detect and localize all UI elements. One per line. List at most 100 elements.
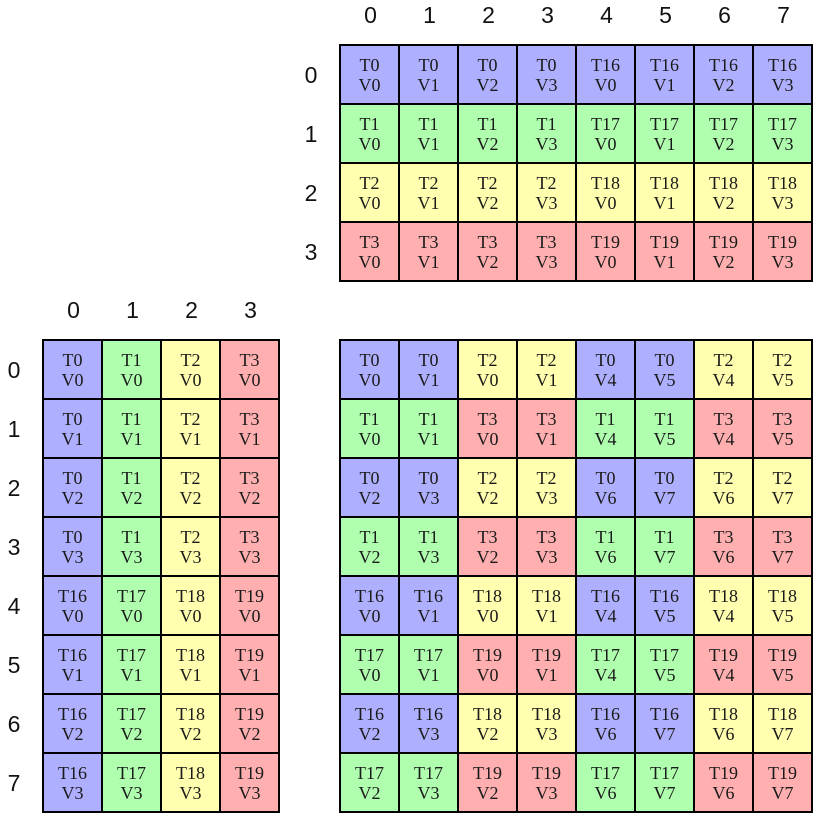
value-id-label: V0 [358, 192, 381, 213]
cell-bottom-right-r5-c2: T19 V0 [459, 636, 518, 695]
value-id-label: V3 [417, 782, 440, 803]
value-id-label: V2 [476, 487, 499, 508]
cell-bottom-right-r2-c0: T0 V2 [341, 459, 400, 518]
value-id-label: V7 [653, 782, 676, 803]
cell-bottom-right-r1-c4: T1 V4 [577, 400, 636, 459]
value-id-label: V1 [417, 428, 440, 449]
value-id-label: V0 [358, 664, 381, 685]
cell-bottom-right-r5-c3: T19 V1 [518, 636, 577, 695]
value-id-label: V6 [712, 782, 735, 803]
cell-bottom-right-r6-c0: T16 V2 [341, 695, 400, 754]
thread-id-label: T1 [121, 467, 142, 488]
bottom-left-grid-row-labels-5: 5 [7, 652, 21, 678]
value-id-label: V0 [358, 428, 381, 449]
value-id-label: V1 [61, 428, 84, 449]
cell-bottom-right-r7-c6: T19 V6 [695, 754, 754, 813]
cell-bottom-right-r0-c6: T2 V4 [695, 341, 754, 400]
top-right-grid-row-labels-3: 3 [304, 239, 318, 265]
cell-bottom-left-r3-c3: T3 V3 [221, 518, 280, 577]
bottom-left-grid-column-labels-3: 3 [244, 297, 257, 323]
top-right-grid-column-labels-3: 3 [541, 2, 554, 28]
value-id-label: V3 [417, 546, 440, 567]
cell-top-right-r0-c3: T0 V3 [518, 46, 577, 105]
thread-id-label: T0 [418, 54, 439, 75]
value-id-label: V2 [712, 133, 735, 154]
cell-bottom-right-r3-c3: T3 V3 [518, 518, 577, 577]
cell-top-right-r1-c4: T17 V0 [577, 105, 636, 164]
value-id-label: V4 [594, 664, 617, 685]
value-id-label: V2 [476, 192, 499, 213]
value-id-label: V6 [712, 723, 735, 744]
value-id-label: V5 [771, 664, 794, 685]
cell-bottom-right-r3-c7: T3 V7 [754, 518, 813, 577]
thread-id-label: T17 [650, 113, 679, 134]
thread-id-label: T19 [235, 703, 264, 724]
thread-id-label: T1 [654, 408, 675, 429]
thread-id-label: T3 [239, 467, 260, 488]
cell-bottom-right-r2-c4: T0 V6 [577, 459, 636, 518]
cell-top-right-r1-c5: T17 V1 [636, 105, 695, 164]
cell-bottom-left-r5-c2: T18 V1 [162, 636, 221, 695]
cell-bottom-right-r0-c5: T0 V5 [636, 341, 695, 400]
top-right-grid-row-labels-0: 0 [304, 62, 318, 88]
value-id-label: V2 [712, 251, 735, 272]
value-id-label: V2 [712, 192, 735, 213]
thread-id-label: T18 [176, 644, 205, 665]
value-id-label: V0 [238, 605, 261, 626]
thread-id-label: T0 [359, 349, 380, 370]
cell-bottom-left-r4-c1: T17 V0 [103, 577, 162, 636]
value-id-label: V1 [120, 664, 143, 685]
value-id-label: V0 [358, 251, 381, 272]
thread-id-label: T3 [536, 526, 557, 547]
value-id-label: V7 [771, 546, 794, 567]
thread-id-label: T1 [359, 113, 380, 134]
thread-id-label: T2 [180, 526, 201, 547]
value-id-label: V2 [179, 487, 202, 508]
cell-bottom-right-r7-c0: T17 V2 [341, 754, 400, 813]
thread-id-label: T17 [117, 644, 146, 665]
value-id-label: V1 [61, 664, 84, 685]
cell-bottom-right-r2-c3: T2 V3 [518, 459, 577, 518]
cell-bottom-left-r2-c1: T1 V2 [103, 459, 162, 518]
cell-top-right-r2-c7: T18 V3 [754, 164, 813, 223]
thread-id-label: T19 [768, 644, 797, 665]
value-id-label: V4 [712, 605, 735, 626]
thread-id-label: T16 [591, 703, 620, 724]
value-id-label: V2 [476, 782, 499, 803]
thread-id-label: T16 [591, 585, 620, 606]
cell-bottom-right-r6-c6: T18 V6 [695, 695, 754, 754]
thread-id-label: T3 [536, 231, 557, 252]
cell-bottom-right-r2-c7: T2 V7 [754, 459, 813, 518]
bottom-left-grid-column-labels: 0 1 2 3 [44, 297, 280, 325]
thread-id-label: T19 [473, 762, 502, 783]
cell-bottom-left-r4-c2: T18 V0 [162, 577, 221, 636]
cell-bottom-right-r1-c7: T3 V5 [754, 400, 813, 459]
cell-bottom-left-r0-c1: T1 V0 [103, 341, 162, 400]
thread-id-label: T18 [473, 585, 502, 606]
cell-top-right-r3-c7: T19 V3 [754, 223, 813, 282]
value-id-label: V7 [653, 546, 676, 567]
cell-bottom-left-r7-c3: T19 V3 [221, 754, 280, 813]
value-id-label: V1 [120, 428, 143, 449]
value-id-label: V4 [594, 428, 617, 449]
cell-bottom-right-r0-c4: T0 V4 [577, 341, 636, 400]
thread-id-label: T1 [595, 526, 616, 547]
cell-bottom-left-r4-c0: T16 V0 [44, 577, 103, 636]
thread-id-label: T0 [418, 467, 439, 488]
top-right-grid: T0 V0 T0 V1 T0 V2 T0 V3 T16 V0 T16 V1 T16 V2 T16 V3 T1 V0… [339, 44, 813, 282]
thread-id-label: T17 [591, 113, 620, 134]
value-id-label: V0 [358, 74, 381, 95]
cell-bottom-right-r0-c7: T2 V5 [754, 341, 813, 400]
value-id-label: V6 [712, 546, 735, 567]
bottom-left-grid-column-labels-1: 1 [126, 297, 139, 323]
thread-id-label: T19 [235, 644, 264, 665]
cell-bottom-right-r7-c7: T19 V7 [754, 754, 813, 813]
cell-bottom-right-r4-c0: T16 V0 [341, 577, 400, 636]
thread-id-label: T0 [477, 54, 498, 75]
value-id-label: V0 [476, 369, 499, 390]
thread-id-label: T2 [477, 349, 498, 370]
thread-id-label: T3 [713, 408, 734, 429]
top-right-grid-column-labels-7: 7 [777, 2, 790, 28]
thread-id-label: T19 [235, 762, 264, 783]
bottom-left-grid-row-labels-7: 7 [7, 770, 21, 796]
